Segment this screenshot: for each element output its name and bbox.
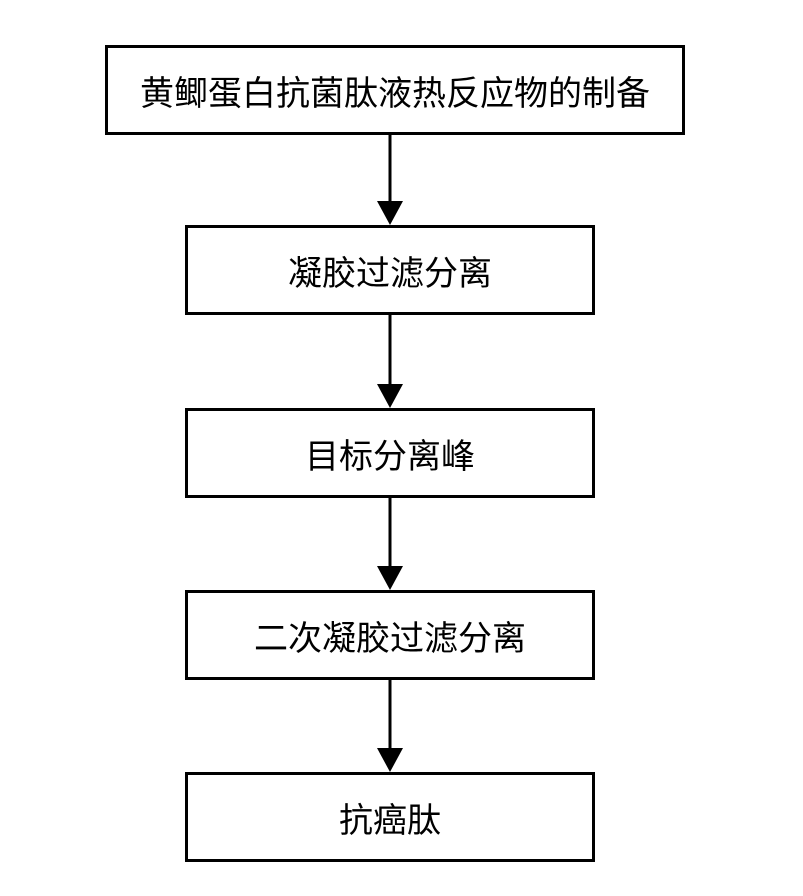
flow-node-5-label: 抗癌肽 [339,793,441,842]
flowchart-canvas: 黄鲫蛋白抗菌肽液热反应物的制备 凝胶过滤分离 目标分离峰 二次凝胶过滤分离 抗癌… [0,0,803,896]
flow-node-5: 抗癌肽 [185,772,595,862]
flow-arrow-4 [0,0,803,896]
